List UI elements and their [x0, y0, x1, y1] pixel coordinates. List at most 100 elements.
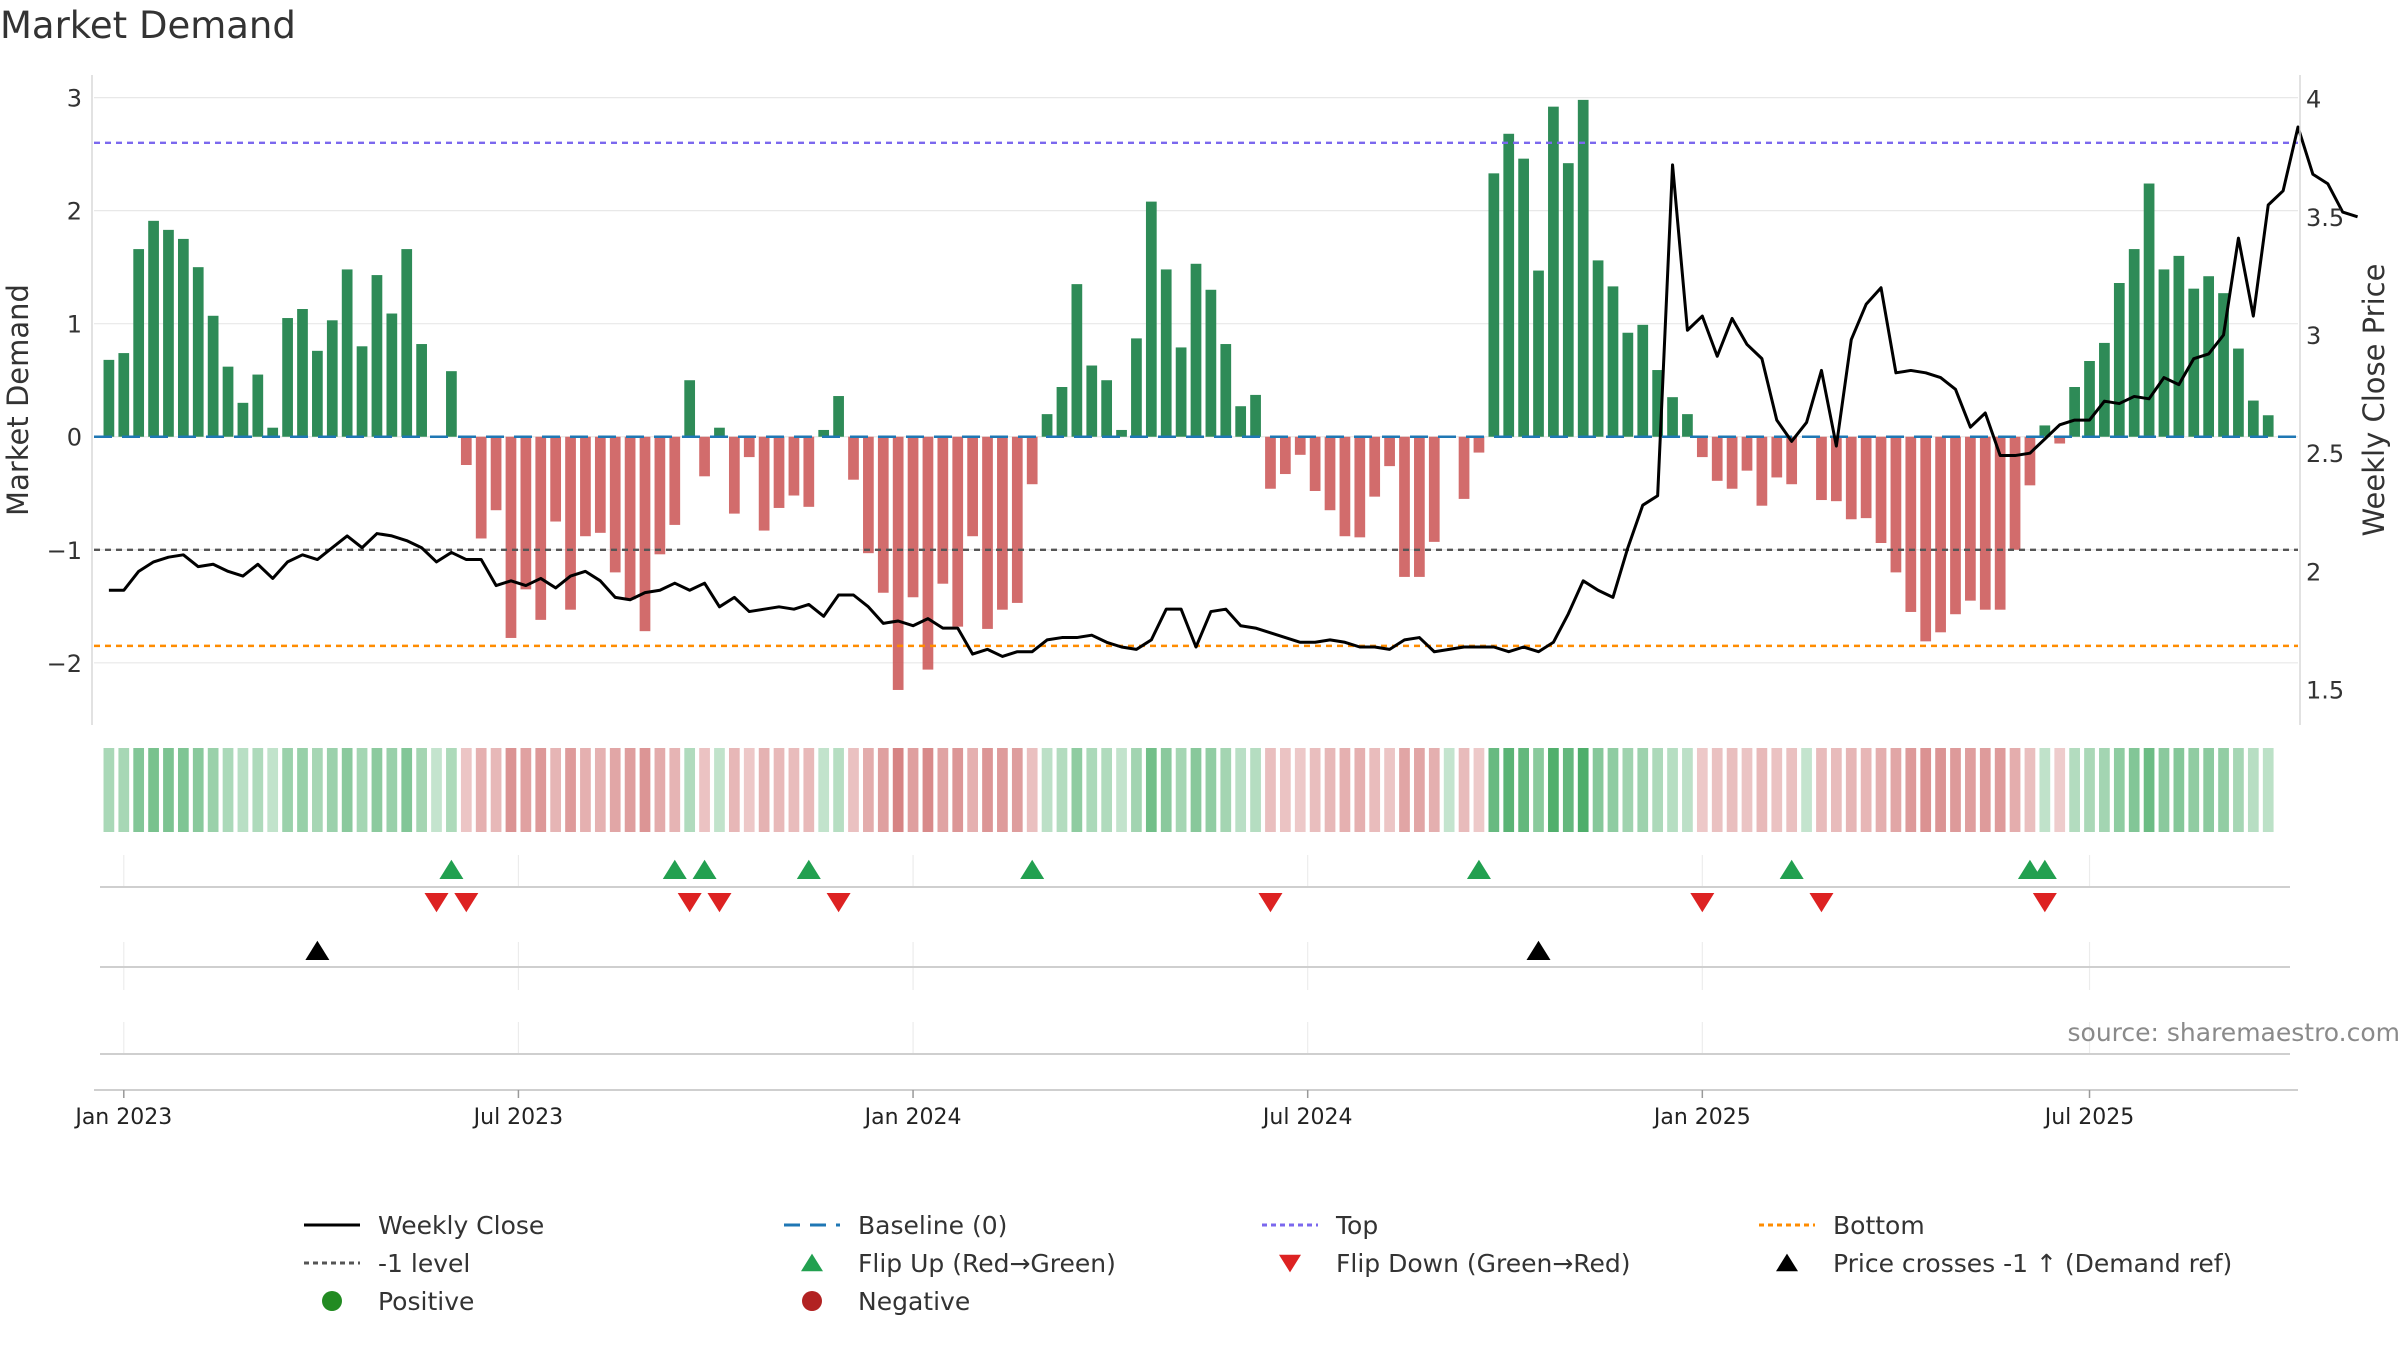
- heat-cell: [1279, 748, 1291, 832]
- heat-cell: [326, 748, 338, 832]
- demand-bar: [1756, 436, 1768, 506]
- x-tick-label: Jul 2023: [472, 1105, 564, 1130]
- demand-bar: [1592, 260, 1604, 437]
- flip-down-marker: [1690, 893, 1715, 913]
- demand-bar: [1369, 436, 1381, 497]
- demand-bar: [2113, 283, 2125, 437]
- heat-cell: [475, 748, 487, 832]
- demand-bar: [2039, 425, 2051, 437]
- heat-cell: [2158, 748, 2170, 832]
- heat-cell: [758, 748, 770, 832]
- demand-bar: [1190, 263, 1202, 437]
- heat-cell: [2247, 748, 2259, 832]
- heat-cell: [565, 748, 576, 832]
- heat-cell: [1667, 748, 1678, 832]
- legend-item-flip-up: Flip Up (Red→Green): [780, 1246, 1116, 1280]
- demand-bar: [2262, 415, 2274, 437]
- demand-bar: [118, 353, 130, 437]
- heat-cell: [1816, 748, 1827, 832]
- heat-cell: [460, 748, 472, 832]
- demand-bar: [222, 366, 234, 437]
- demand-bar: [907, 436, 919, 598]
- demand-bar: [818, 429, 830, 437]
- legend-label: Negative: [858, 1286, 971, 1316]
- legend-label: Flip Down (Green→Red): [1336, 1248, 1631, 1278]
- flip-down-marker: [2032, 893, 2057, 913]
- heat-cell: [1652, 748, 1664, 832]
- demand-bar: [1041, 414, 1053, 437]
- x-tick-label: Jan 2024: [863, 1105, 962, 1130]
- demand-bar: [505, 436, 517, 638]
- demand-bar: [2009, 436, 2021, 550]
- demand-bar: [922, 436, 934, 670]
- heat-cell: [490, 748, 502, 832]
- heat-cell: [341, 748, 353, 832]
- heat-cell: [1860, 748, 1872, 832]
- heat-cell: [2233, 748, 2244, 832]
- legend-flip-down-swatch: [1279, 1254, 1301, 1273]
- demand-bar: [1518, 158, 1529, 437]
- demand-bar: [788, 436, 800, 496]
- heat-cell: [1324, 748, 1336, 832]
- heat-cell: [967, 748, 978, 832]
- demand-bar: [639, 436, 651, 632]
- demand-bar: [1548, 106, 1559, 437]
- flip-up-marker: [662, 859, 687, 879]
- heat-cell: [997, 748, 1008, 832]
- flip-up-marker: [692, 859, 717, 879]
- heat-cell: [282, 748, 293, 832]
- demand-heat-strip: [103, 748, 2274, 832]
- demand-bar: [1101, 380, 1113, 437]
- heat-cell: [863, 748, 874, 832]
- demand-bar: [2128, 249, 2140, 437]
- heat-cell: [699, 748, 710, 832]
- heat-cell: [192, 748, 204, 832]
- demand-bar: [1116, 429, 1127, 437]
- heat-cell: [103, 748, 115, 832]
- demand-bar: [773, 436, 785, 508]
- demand-bar: [446, 371, 457, 437]
- demand-bar: [1175, 347, 1187, 437]
- demand-bar: [1354, 436, 1366, 538]
- chart-title: Market Demand: [0, 4, 296, 47]
- demand-bar: [594, 436, 606, 533]
- heat-cell: [654, 748, 666, 832]
- heat-cell: [1205, 748, 1217, 832]
- heat-cell: [2099, 748, 2110, 832]
- demand-bar: [103, 359, 115, 437]
- demand-bar: [535, 436, 547, 620]
- y-tick-label: 2: [67, 198, 82, 226]
- heat-cell: [669, 748, 681, 832]
- flip-down-marker: [826, 893, 851, 913]
- demand-bar: [1771, 436, 1783, 478]
- heat-cell: [580, 748, 591, 832]
- x-tick-label: Jul 2025: [2043, 1105, 2135, 1130]
- heat-cell: [1637, 748, 1649, 832]
- heat-cell: [1845, 748, 1857, 832]
- demand-bar: [982, 436, 993, 629]
- flip-markers-panel: [100, 855, 2290, 913]
- demand-bar: [312, 350, 323, 437]
- demand-bar: [1339, 436, 1351, 537]
- legend: Weekly Close Baseline (0) Top Bottom -1 leve…: [300, 1208, 2250, 1328]
- demand-bar: [848, 436, 859, 480]
- heat-cell: [1607, 748, 1619, 832]
- demand-bar: [163, 229, 174, 437]
- heat-cell: [416, 748, 427, 832]
- heat-cell: [1488, 748, 1500, 832]
- heat-cell: [1741, 748, 1753, 832]
- flip-down-marker: [424, 893, 449, 913]
- demand-bar: [609, 436, 621, 573]
- demand-bar: [416, 344, 427, 437]
- heat-cell: [1071, 748, 1083, 832]
- demand-bar: [177, 238, 189, 437]
- legend-swatch: [304, 1223, 360, 1227]
- flip-up-marker: [1466, 859, 1491, 879]
- demand-bar: [2143, 183, 2155, 437]
- legend-label: Bottom: [1833, 1210, 1925, 1240]
- heat-cell: [907, 748, 919, 832]
- demand-bar: [758, 436, 770, 531]
- heat-cell: [714, 748, 725, 832]
- heat-cell: [2188, 748, 2200, 832]
- heat-cell: [1622, 748, 1634, 832]
